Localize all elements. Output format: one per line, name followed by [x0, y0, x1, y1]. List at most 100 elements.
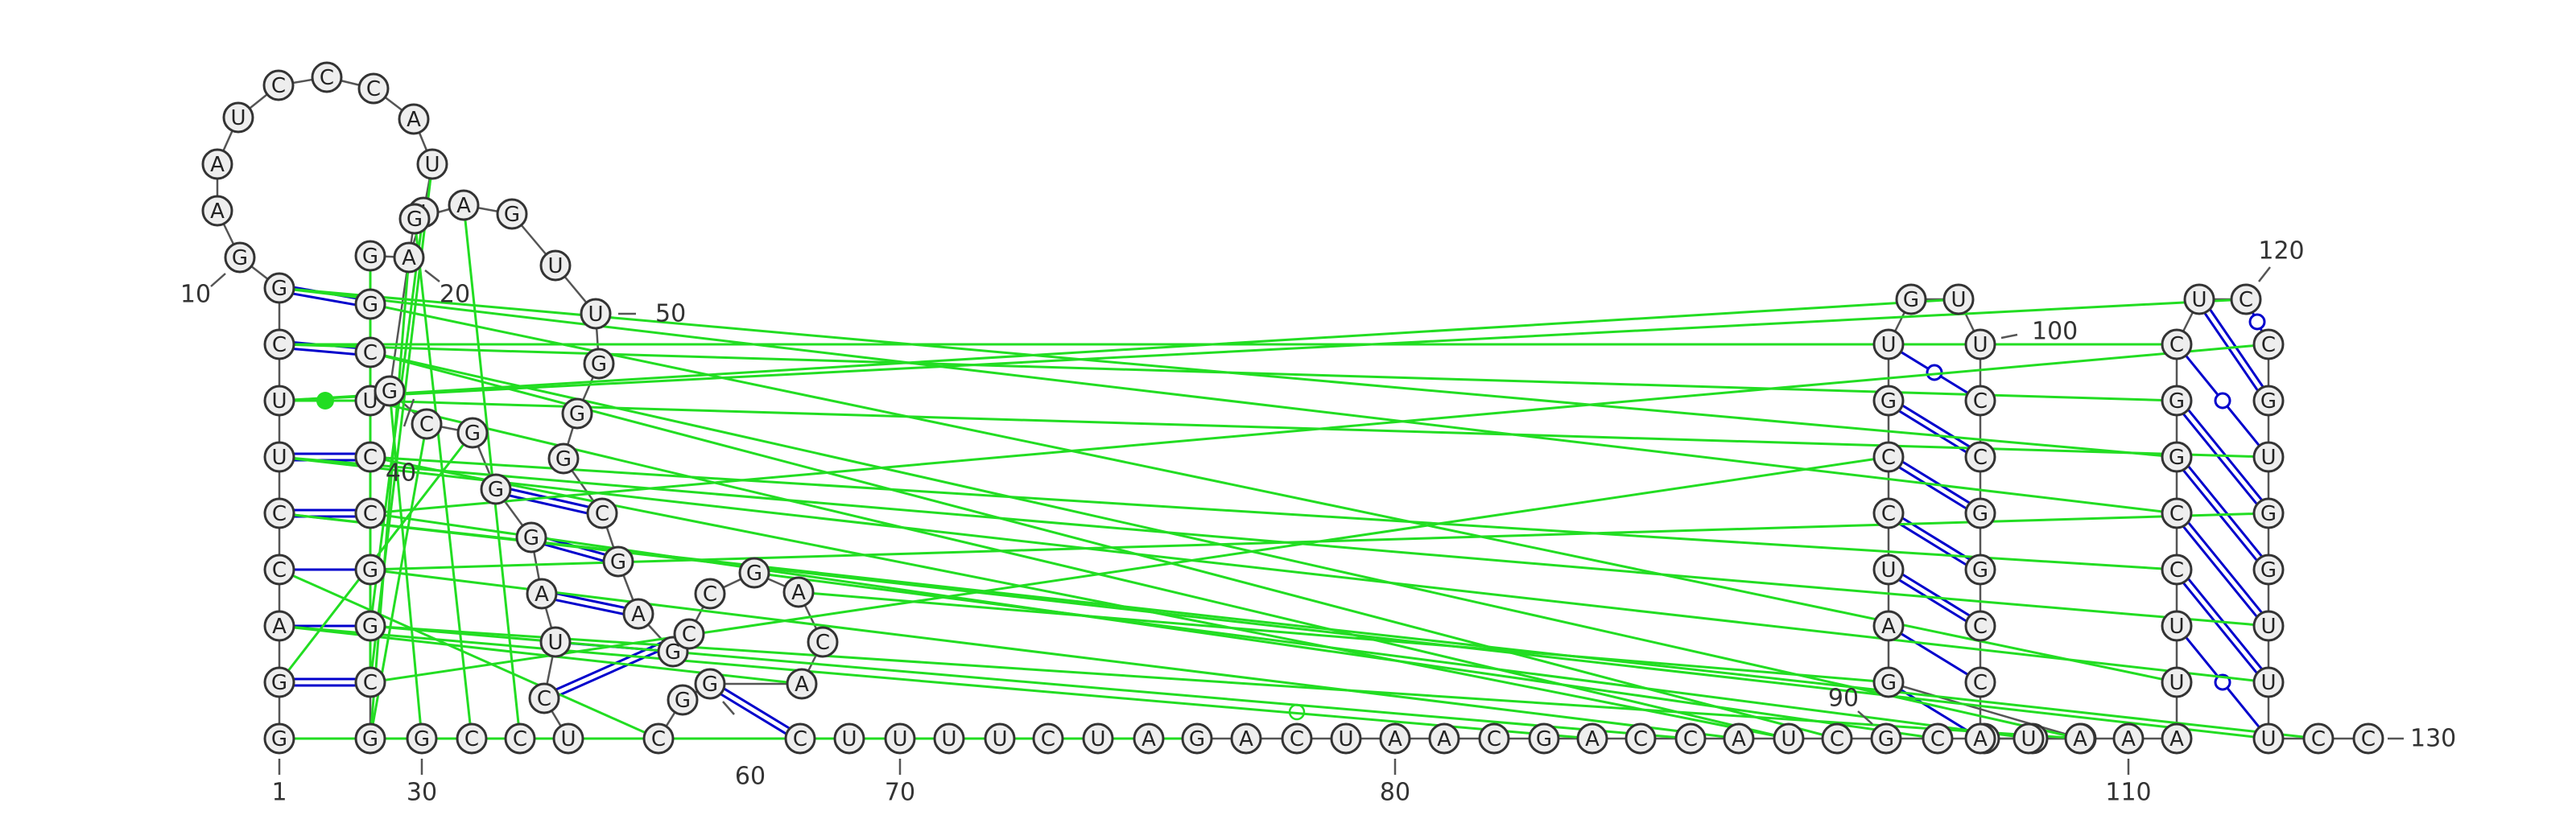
position-label: 100 — [2032, 318, 2078, 346]
nucleotide-circle — [354, 666, 386, 698]
nucleotide-letter: A — [1141, 727, 1156, 751]
nucleotide-letter: C — [1881, 502, 1896, 526]
noncanonical-interaction — [279, 286, 2178, 459]
nucleotide-letter: C — [1633, 727, 1648, 751]
nucleotide: A — [1964, 722, 1996, 755]
nucleotide-circle — [2161, 722, 2193, 755]
nucleotide-letter: U — [1781, 727, 1796, 751]
nucleotide-circle — [694, 668, 726, 700]
nucleotide-circle — [406, 722, 438, 755]
nucleotide-letter: G — [407, 208, 423, 232]
nucleotide-circle — [784, 722, 816, 755]
nucleotide-circle — [398, 203, 431, 235]
nucleotide: A — [2112, 722, 2145, 755]
nucleotide: U — [2252, 722, 2285, 755]
nucleotide-letter: G — [675, 689, 691, 713]
nucleotide: G — [354, 288, 386, 320]
position-label: 90 — [1828, 685, 1859, 713]
nucleotide-letter: G — [702, 673, 718, 697]
nucleotide-circle — [1872, 610, 1905, 642]
nucleotide-circle — [1872, 666, 1905, 698]
nucleotide-letter: U — [2191, 288, 2207, 312]
nucleotide-letter: C — [1290, 727, 1304, 751]
nucleotide: C — [263, 328, 295, 360]
nucleotide-letter: U — [992, 727, 1007, 751]
nucleotide-circle — [263, 497, 295, 529]
nucleotide-circle — [984, 722, 1016, 755]
nucleotide-letter: A — [535, 582, 549, 607]
nucleotide: G — [406, 722, 438, 755]
noncanonical-interaction — [279, 568, 659, 740]
nucleotide-letter: G — [2169, 446, 2185, 470]
nucleotide-circle — [456, 417, 489, 449]
nucleotide-letter: G — [362, 245, 378, 269]
position-label: 130 — [2410, 725, 2456, 753]
nucleotide-letter: U — [1951, 288, 1966, 312]
watson-crick-pair — [2187, 578, 2263, 670]
nucleotide-circle — [2183, 283, 2215, 315]
nucleotide-letter: A — [1881, 615, 1896, 639]
watson-crick-pair — [1898, 466, 1967, 510]
nucleotide: G — [374, 375, 406, 407]
nucleotide: A — [448, 189, 480, 221]
nucleotide: A — [622, 598, 654, 630]
watson-crick-pair — [543, 543, 604, 562]
nucleotide-circle — [411, 408, 443, 440]
nucleotide-circle — [354, 497, 386, 529]
nucleotide-circle — [622, 598, 654, 630]
position-label: 20 — [440, 281, 470, 309]
nucleotide-circle — [642, 722, 675, 755]
nucleotide-letter: C — [363, 341, 378, 365]
nucleotide-circle — [1942, 283, 1975, 315]
nucleotide-letter: U — [1090, 727, 1105, 751]
noncanonical-interaction — [369, 399, 2269, 459]
nucleotide: G — [738, 557, 770, 589]
nucleotide: U — [416, 148, 448, 180]
nucleotide-circle — [1773, 722, 1805, 755]
nucleotide-letter: C — [363, 502, 378, 526]
nucleotide-letter: G — [665, 640, 681, 665]
nucleotide-circle — [1964, 722, 1996, 755]
nucleotide: G — [1872, 666, 1905, 698]
nucleotide-letter: U — [1880, 333, 1896, 357]
nucleotide-circle — [1478, 722, 1510, 755]
nucleotide-circle — [807, 626, 839, 658]
nucleotide-circle — [2230, 283, 2262, 315]
watson-crick-pair — [1901, 404, 1971, 448]
nucleotide-circle — [1181, 722, 1213, 755]
nucleotide-circle — [1872, 385, 1905, 417]
position-label: 40 — [386, 459, 416, 488]
nucleotide-letter: U — [362, 389, 378, 414]
nucleotide-letter: G — [414, 727, 430, 751]
nucleotide-letter: G — [1189, 727, 1205, 751]
nucleotide-letter: G — [1880, 671, 1897, 695]
nucleotide: C — [807, 626, 839, 658]
nucleotide-circle — [224, 241, 256, 274]
wobble-pair-marker — [2248, 313, 2266, 331]
nucleotide: C — [354, 336, 386, 368]
nucleotide-circle — [833, 722, 865, 755]
nucleotide: C — [2352, 722, 2384, 755]
nucleotide-circle — [602, 545, 634, 578]
nucleotide-letter: C — [2169, 502, 2184, 526]
nucleotide: U — [2161, 666, 2193, 698]
nucleotide-circle — [1964, 441, 1996, 473]
nucleotide: U — [1082, 722, 1114, 755]
nucleotide-letter: C — [1973, 446, 1988, 470]
nucleotide: G — [1528, 722, 1560, 755]
nucleotide-letter: U — [2169, 615, 2184, 639]
nucleotide-letter: G — [382, 380, 398, 404]
nucleotide-letter: U — [588, 303, 603, 327]
watson-crick-pair — [1898, 578, 1967, 623]
nucleotide-letter: C — [793, 727, 807, 751]
nucleotide-letter: G — [271, 671, 287, 695]
position-label: 10 — [180, 281, 211, 309]
nucleotide: U — [1942, 283, 1975, 315]
nucleotide: C — [2302, 722, 2334, 755]
nucleotide: U — [1330, 722, 1362, 755]
nucleotide-circle — [504, 722, 536, 755]
noncanonical-interaction — [369, 568, 1740, 740]
nucleotide-letter: C — [1973, 389, 1988, 414]
nucleotide-circle — [526, 578, 558, 610]
watson-crick-pair — [2187, 521, 2263, 614]
